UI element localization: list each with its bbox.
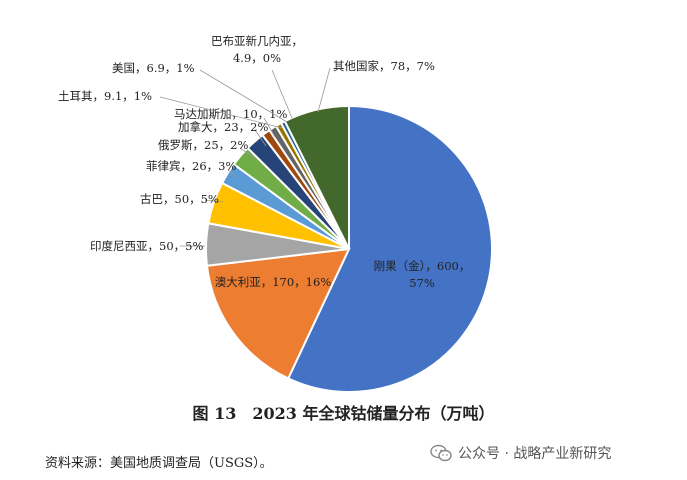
data-label-11-line1: 巴布亚新几内亚， <box>211 34 303 48</box>
data-label-4: 古巴，50，5% <box>140 192 219 206</box>
data-label-6: 俄罗斯，25，2% <box>158 138 248 152</box>
data-label-1-line2: 57% <box>409 276 435 290</box>
leader-line-11 <box>271 69 293 119</box>
data-label-9: 土耳其，9.1，1% <box>58 89 152 103</box>
data-label-11-line2: 4.9，0% <box>233 51 281 65</box>
watermark-text: 公众号 · 战略产业新研究 <box>458 446 612 462</box>
pie-slice-1 <box>286 104 493 393</box>
data-label-7: 加拿大，23，2% <box>178 120 268 134</box>
data-label-1-line1: 刚果（金），600， <box>374 259 471 273</box>
data-label-12: 其他国家，78，7% <box>333 59 435 73</box>
leader-line-4 <box>204 199 224 203</box>
data-label-2: 澳大利亚，170，16% <box>215 275 332 289</box>
leader-line-10 <box>199 69 288 123</box>
watermark: 公众号 · 战略产业新研究 <box>430 443 611 463</box>
data-label-5: 菲律宾，26，3% <box>146 159 236 173</box>
data-label-10: 美国，6.9，1% <box>112 61 195 75</box>
pie-chart: 刚果（金），600， 57% 澳大利亚，170，16% 印度尼西亚，50，5% 古巴，5… <box>58 34 493 393</box>
leader-line-6 <box>239 147 256 159</box>
pie-slice-2 <box>205 247 351 380</box>
leader-line-8 <box>263 117 276 138</box>
data-label-8: 马达加斯加，10，1% <box>174 107 287 121</box>
leader-line-5 <box>227 169 239 179</box>
wechat-icon <box>430 444 452 462</box>
leader-line-9 <box>159 96 283 129</box>
leader-line-12 <box>317 67 331 113</box>
data-label-3: 印度尼西亚，50，5% <box>90 239 203 253</box>
source-note: 资料来源：美国地质调查局（USGS）。 <box>45 456 273 471</box>
chart-caption: 图 13 2023 年全球钴储量分布（万吨） <box>192 404 495 423</box>
leader-line-7 <box>254 129 267 147</box>
